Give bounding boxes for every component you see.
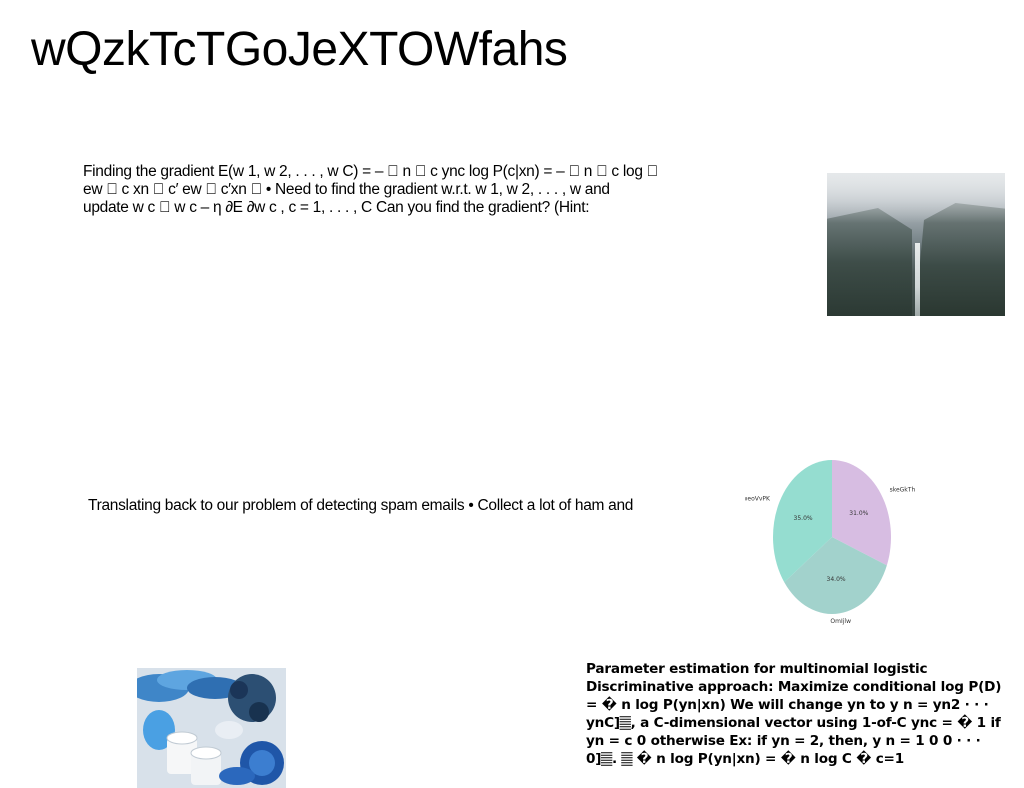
spam-paragraph: Translating back to our problem of detec… xyxy=(88,497,634,514)
pie-slice-skeGkTh xyxy=(832,460,891,566)
pie-percent-label: 34.0% xyxy=(827,576,846,583)
blue-food-illustration xyxy=(137,668,286,788)
mist-overlay xyxy=(827,173,1005,223)
waterfall-photo xyxy=(827,173,1005,316)
gradient-paragraph: Finding the gradient E(w 1, w 2, . . . ,… xyxy=(83,163,659,216)
waterfall-stream xyxy=(915,243,920,316)
pie-slice-weoVvPK xyxy=(773,460,832,583)
left-cliff xyxy=(827,208,912,316)
page-title: wQzkTcTGoJeXTOWfahs xyxy=(31,23,568,76)
pie-chart: 31.0% skeGkTh 34.0% OmIjlw 35.0% weoVvPK xyxy=(745,460,916,625)
pie-name-label: OmIjlw xyxy=(830,618,851,625)
pie-name-label: weoVvPK xyxy=(745,496,771,503)
blue-food-photo xyxy=(137,668,286,788)
pie-percent-label: 31.0% xyxy=(849,510,868,517)
pie-name-label: skeGkTh xyxy=(890,486,916,493)
pie-slice-OmIjlw xyxy=(784,537,887,614)
pie-percent-label: 35.0% xyxy=(794,515,813,522)
parameter-estimation-paragraph: Parameter estimation for multinomial log… xyxy=(586,661,1002,767)
